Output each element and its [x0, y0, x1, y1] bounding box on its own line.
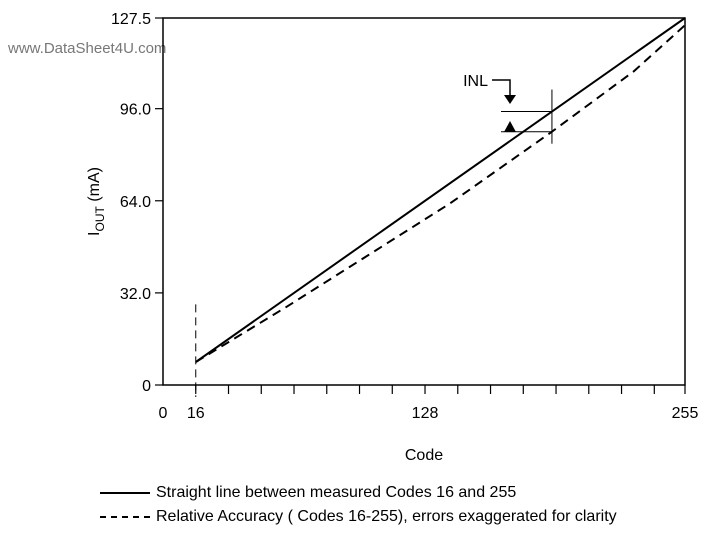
inl-arrow-down	[504, 95, 516, 104]
x-tick-label: 128	[412, 405, 439, 422]
x-axis-label: Code	[405, 447, 443, 464]
axes: 0 32.0 64.0 96.0 127.5 0 16 128 255 Code IOUT (mA)	[86, 11, 698, 464]
y-axis-label: IOUT (mA)	[86, 167, 107, 236]
inl-arrow-up	[504, 121, 516, 132]
x-tick-label: 255	[672, 405, 699, 422]
y-tick-label: 64.0	[120, 194, 151, 211]
relative-accuracy-line	[195, 24, 686, 363]
annotation-group: INL	[463, 73, 553, 144]
straight-line	[195, 17, 686, 363]
line-chart: 0 32.0 64.0 96.0 127.5 0 16 128 255 Code IOUT (mA)…	[86, 11, 698, 464]
legend-item-dashed: Relative Accuracy ( Codes 16-255), error…	[100, 508, 617, 526]
x-tick-label: 16	[187, 405, 205, 422]
y-tick-label: 0	[142, 378, 151, 395]
series-group	[195, 17, 686, 363]
plot-frame	[162, 17, 686, 386]
watermark-text: www.DataSheet4U.com	[8, 40, 167, 57]
legend-swatch-solid	[100, 492, 150, 494]
y-tick-label: 127.5	[111, 11, 151, 28]
inl-label: INL	[463, 73, 488, 90]
legend-item-solid: Straight line between measured Codes 16 …	[100, 484, 516, 502]
legend-swatch-dashed	[100, 516, 150, 518]
legend-label-solid: Straight line between measured Codes 16 …	[156, 484, 517, 501]
y-tick-label: 32.0	[120, 286, 151, 303]
inl-leader	[492, 79, 511, 97]
y-tick-label: 96.0	[120, 102, 151, 119]
x-tick-label: 0	[159, 405, 168, 422]
legend-label-dashed: Relative Accuracy ( Codes 16-255), error…	[156, 508, 617, 525]
